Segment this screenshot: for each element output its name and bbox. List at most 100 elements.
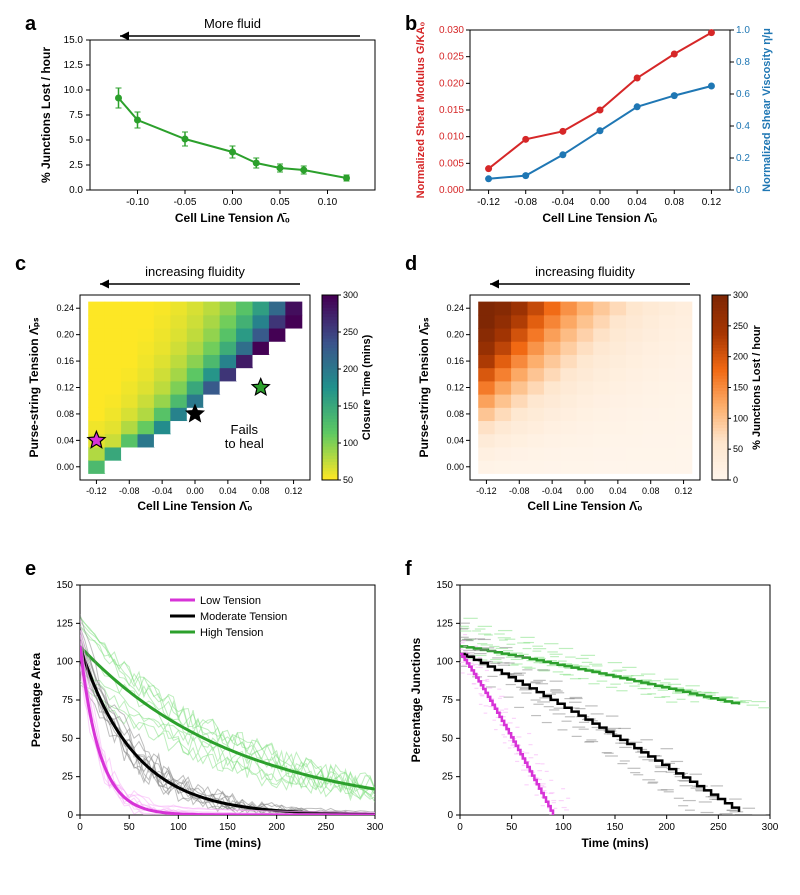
data-point <box>115 95 122 102</box>
heatmap-cell <box>659 328 676 342</box>
heatmap-cell <box>121 315 138 329</box>
colorbar-segment <box>322 366 338 370</box>
series-shear-modulus <box>489 33 712 169</box>
colorbar-segment <box>712 421 728 425</box>
heatmap-cell-nan <box>269 447 285 460</box>
heatmap-cell <box>236 354 253 368</box>
heatmap-cell <box>544 447 561 461</box>
heatmap-cell <box>610 421 627 435</box>
heatmap-cell <box>511 354 528 368</box>
heatmap-cell <box>544 407 561 421</box>
yleft-tick-label: 0.015 <box>439 105 464 116</box>
colorbar-segment <box>322 335 338 339</box>
heatmap-cell <box>610 315 627 329</box>
heatmap-cell <box>236 315 253 329</box>
heatmap-cell <box>577 381 594 395</box>
colorbar-segment <box>712 366 728 370</box>
heatmap-cell <box>154 368 171 382</box>
data-point <box>182 136 189 143</box>
heatmap-cell <box>593 368 610 382</box>
heatmap-cell <box>220 354 237 368</box>
heatmap-cell <box>88 341 105 355</box>
colorbar-tick-label: 300 <box>733 290 748 300</box>
heatmap-cell-nan <box>269 394 285 407</box>
heatmap-cell <box>626 315 643 329</box>
colorbar-segment <box>712 425 728 429</box>
colorbar-segment <box>712 431 728 435</box>
heatmap-cell <box>495 302 512 316</box>
colorbar-segment <box>712 394 728 398</box>
heatmap-cell <box>154 421 171 435</box>
heatmap-cell <box>105 434 122 448</box>
y-tick-label: 12.5 <box>64 60 84 71</box>
fail-to-heal-text: Fails <box>231 422 259 437</box>
heatmap-cell <box>478 407 495 421</box>
heatmap-cell-nan <box>220 407 236 420</box>
colorbar-segment <box>322 360 338 364</box>
heatmap-cell <box>626 328 643 342</box>
heatmap-cell-nan <box>187 447 203 460</box>
heatmap-cell <box>187 368 204 382</box>
y-tick-label: 0.12 <box>56 383 74 393</box>
y-tick-label: 150 <box>436 580 453 591</box>
panel-label-e: e <box>25 558 36 580</box>
colorbar-segment <box>712 400 728 404</box>
heatmap-cell <box>495 447 512 461</box>
heatmap-cell <box>88 394 105 408</box>
heatmap-cell-nan <box>203 421 219 434</box>
mean-step <box>460 654 553 815</box>
colorbar-segment <box>322 421 338 425</box>
yright-tick-label: 0.0 <box>736 185 750 196</box>
heatmap-cell <box>285 302 302 316</box>
colorbar-segment <box>712 434 728 438</box>
data-point <box>708 29 715 36</box>
x-tick-label: 0.00 <box>223 197 243 208</box>
heatmap-cell-nan <box>285 354 301 367</box>
x-tick-label: 0.08 <box>252 486 270 496</box>
colorbar-segment <box>712 347 728 351</box>
heatmap-cell <box>610 407 627 421</box>
heatmap-cell <box>593 460 610 474</box>
heatmap-cell <box>560 328 577 342</box>
heatmap-cell <box>528 354 545 368</box>
heatmap-cell <box>643 447 660 461</box>
y-tick-label: 0 <box>67 810 73 821</box>
colorbar-segment <box>322 465 338 469</box>
heatmap-cell <box>659 381 676 395</box>
yleft-tick-label: 0.020 <box>439 78 464 89</box>
heatmap-cell <box>626 460 643 474</box>
heatmap-cell <box>285 315 302 329</box>
x-tick-label: 0.04 <box>219 486 237 496</box>
heatmap-cell <box>220 368 237 382</box>
heatmap-cell <box>528 394 545 408</box>
colorbar-segment <box>322 375 338 379</box>
yright-tick-label: 0.2 <box>736 153 750 164</box>
heatmap-cell <box>544 394 561 408</box>
heatmap-cell-nan <box>269 381 285 394</box>
heatmap-cell <box>88 354 105 368</box>
colorbar-segment <box>322 357 338 361</box>
heatmap-cell <box>659 447 676 461</box>
data-point <box>253 160 260 167</box>
heatmap-cell <box>154 354 171 368</box>
heatmap-cell <box>511 368 528 382</box>
x-tick-label: 150 <box>219 822 236 833</box>
heatmap-cell <box>121 368 138 382</box>
heatmap-cell <box>544 302 561 316</box>
yleft-tick-label: 0.005 <box>439 158 464 169</box>
colorbar-segment <box>712 418 728 422</box>
heatmap-cell <box>610 354 627 368</box>
heatmap-cell <box>593 302 610 316</box>
heatmap-cell-nan <box>187 434 203 447</box>
colorbar-segment <box>712 471 728 475</box>
colorbar-segment <box>712 301 728 305</box>
heatmap-cell <box>593 341 610 355</box>
colorbar-segment <box>322 369 338 373</box>
heatmap-cell-nan <box>220 460 236 473</box>
heatmap-cell <box>577 315 594 329</box>
colorbar-segment <box>322 397 338 401</box>
heatmap-cell <box>478 421 495 435</box>
heatmap-cell <box>577 434 594 448</box>
heatmap-cell <box>138 394 155 408</box>
heatmap-cell <box>511 302 528 316</box>
